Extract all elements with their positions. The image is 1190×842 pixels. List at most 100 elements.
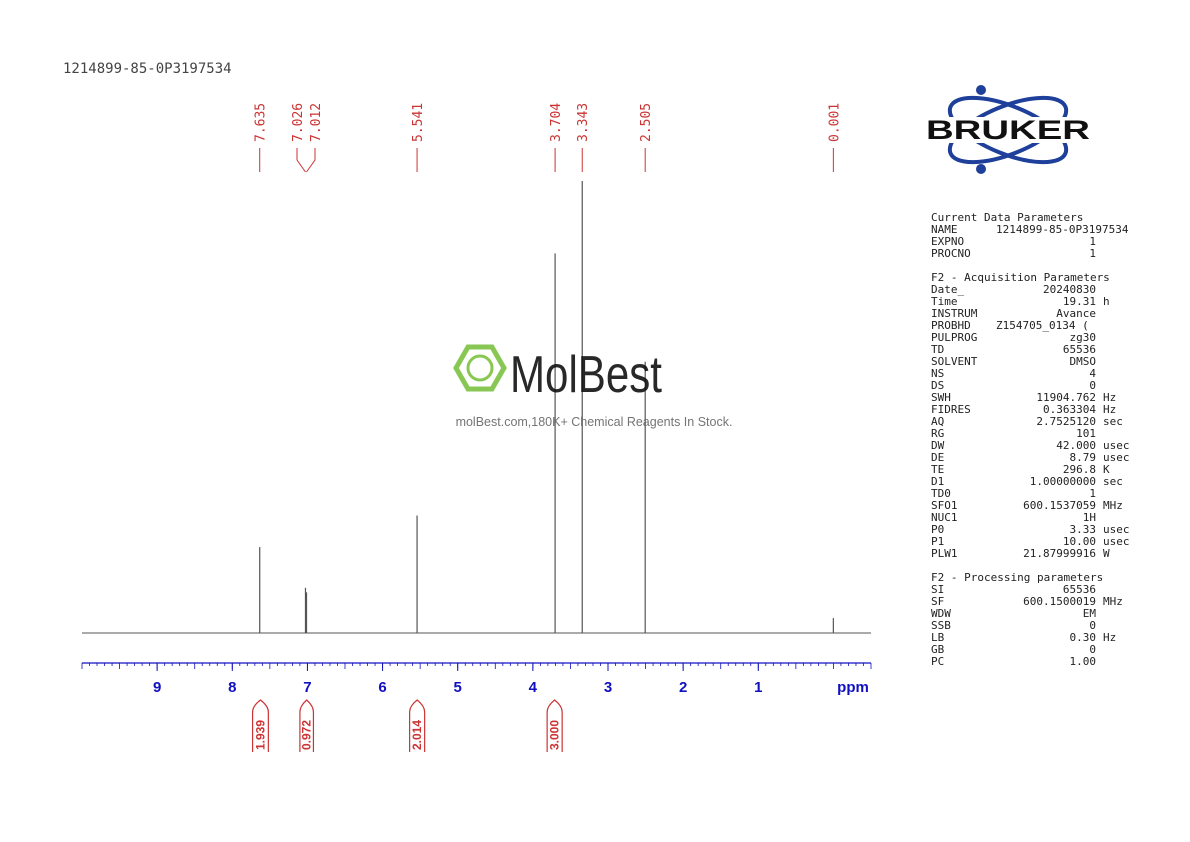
logo-dot: [976, 164, 986, 174]
parameter-value: Z154705_0134 (: [996, 319, 1089, 332]
parameter-name: EXPNO: [931, 235, 964, 248]
parameter-name: NUC1: [931, 511, 958, 524]
parameter-name: FIDRES: [931, 403, 971, 416]
x-tick-label: 8: [228, 679, 236, 696]
parameter-name: LB: [931, 631, 945, 644]
parameter-name: GB: [931, 643, 945, 656]
parameter-unit: MHz: [1103, 595, 1123, 608]
parameter-unit: Hz: [1103, 631, 1116, 644]
sample-title: 1214899-85-0P3197534: [63, 61, 232, 77]
integral-label: 3.000: [548, 720, 562, 750]
parameter-name: NS: [931, 367, 944, 380]
parameter-name: SOLVENT: [931, 355, 978, 368]
parameter-value: 600.1500019: [1023, 595, 1096, 608]
watermark-ring: [466, 354, 494, 382]
parameter-value: 3.33: [1070, 523, 1097, 536]
parameter-value: 20240830: [1043, 283, 1096, 296]
parameter-unit: Hz: [1103, 403, 1116, 416]
parameter-name: PROCNO: [931, 247, 971, 260]
integral-label: 0.972: [300, 720, 314, 750]
logo-orbit: [947, 95, 1069, 165]
parameter-unit: usec: [1103, 439, 1130, 452]
parameter-heading: F2 - Acquisition Parameters: [931, 271, 1110, 284]
integral-bracket: [251, 699, 269, 752]
parameter-value: 101: [1076, 427, 1096, 440]
parameter-value: 42.000: [1056, 439, 1096, 452]
x-tick-label: 4: [529, 679, 538, 696]
parameter-unit: usec: [1103, 523, 1130, 536]
logo-text: BRUKER: [926, 115, 1090, 145]
parameter-value: 1: [1089, 247, 1096, 260]
parameter-value: 1H: [1083, 511, 1096, 524]
parameter-value: 4: [1089, 367, 1096, 380]
parameter-name: AQ: [931, 415, 944, 428]
peak-label: 7.635: [254, 103, 269, 142]
logo-backdrop: [924, 117, 1092, 143]
watermark: MolBest molBest.com,180K+ Chemical Reage…: [453, 344, 733, 429]
x-tick-label: 1: [754, 679, 762, 696]
parameter-unit: sec: [1103, 415, 1123, 428]
parameter-name: RG: [931, 427, 944, 440]
parameter-value: 65536: [1063, 583, 1096, 596]
parameter-name: TD: [931, 343, 944, 356]
integral-bracket: [299, 699, 315, 752]
watermark-name: MolBest: [510, 346, 662, 404]
logo-orbit: [947, 95, 1069, 165]
peak-label: 7.026: [291, 103, 306, 142]
parameter-value: 11904.762: [1036, 391, 1096, 404]
parameter-value: 65536: [1063, 343, 1096, 356]
parameter-unit: h: [1103, 295, 1110, 308]
peak-label: 0.001: [827, 103, 842, 142]
parameter-value: 21.87999916: [1023, 547, 1096, 560]
parameter-value: Avance: [1056, 307, 1096, 320]
parameter-name: NAME: [931, 223, 958, 236]
parameter-unit: K: [1103, 463, 1110, 476]
peak-label: 3.343: [576, 103, 591, 142]
peak-connector: [296, 148, 306, 173]
parameter-value: DMSO: [1070, 355, 1097, 368]
peak-label: 3.704: [549, 103, 564, 142]
x-tick-label: 9: [153, 679, 161, 696]
watermark-tagline: molBest.com,180K+ Chemical Reagents In S…: [456, 415, 733, 429]
parameter-name: PLW1: [931, 547, 958, 560]
peak-label: 7.012: [309, 103, 324, 142]
parameter-unit: usec: [1103, 535, 1130, 548]
parameter-name: PROBHD: [931, 319, 971, 332]
integral-label: 1.939: [253, 720, 267, 750]
parameter-value: 10.00: [1063, 535, 1096, 548]
parameter-name: TD0: [931, 487, 951, 500]
parameter-value: 1.00000000: [1030, 475, 1096, 488]
x-axis-label: ppm: [837, 679, 869, 696]
parameter-unit: MHz: [1103, 499, 1123, 512]
x-tick-label: 2: [679, 679, 687, 696]
logo-dot: [976, 85, 986, 95]
parameter-name: Time: [931, 295, 958, 308]
parameter-name: D1: [931, 475, 944, 488]
parameter-name: WDW: [931, 607, 951, 620]
parameter-value: 0.363304: [1043, 403, 1096, 416]
parameter-heading: F2 - Processing parameters: [931, 571, 1103, 584]
parameter-value: 0: [1089, 379, 1096, 392]
peak-label: 2.505: [639, 103, 654, 142]
parameter-value: 1.00: [1070, 655, 1097, 668]
bruker-logo: BRUKER: [924, 85, 1092, 174]
x-tick-label: 3: [604, 679, 612, 696]
x-tick-label: 5: [454, 679, 462, 696]
parameter-unit: usec: [1103, 451, 1130, 464]
parameter-unit: sec: [1103, 475, 1123, 488]
parameter-value: 0: [1089, 619, 1096, 632]
parameter-name: P1: [931, 535, 944, 548]
parameter-value: 600.1537059: [1023, 499, 1096, 512]
watermark-hexagon: [453, 344, 507, 392]
parameter-heading: Current Data Parameters: [931, 211, 1083, 224]
parameter-value: 0.30: [1070, 631, 1097, 644]
integral-bracket: [546, 699, 563, 752]
parameter-name: Date_: [931, 283, 964, 296]
parameter-name: TE: [931, 463, 944, 476]
parameter-unit: Hz: [1103, 391, 1116, 404]
parameter-value: 296.8: [1063, 463, 1096, 476]
x-tick-label: 7: [303, 679, 311, 696]
parameter-value: zg30: [1070, 331, 1097, 344]
